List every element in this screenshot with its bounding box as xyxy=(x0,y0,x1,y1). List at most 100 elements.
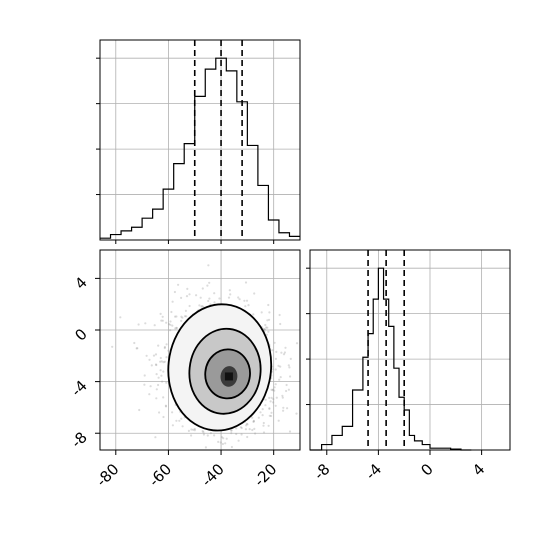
scatter-point xyxy=(252,419,255,422)
scatter-point xyxy=(289,375,292,378)
scatter-point xyxy=(268,311,271,314)
scatter-point xyxy=(159,356,162,360)
scatter-point xyxy=(244,428,247,431)
joint-x-tick-label: -60 xyxy=(145,460,175,490)
scatter-point xyxy=(237,296,240,299)
scatter-point xyxy=(287,364,290,367)
scatter-point xyxy=(244,305,247,308)
top-marginal-histogram-panel xyxy=(96,39,301,244)
scatter-point xyxy=(273,389,276,392)
scatter-point xyxy=(285,389,288,393)
joint-y-tick-label: -4 xyxy=(68,377,91,400)
scatter-point xyxy=(206,434,209,437)
scatter-point xyxy=(190,428,193,431)
scatter-point xyxy=(288,430,292,433)
scatter-point xyxy=(159,369,162,372)
scatter-point xyxy=(267,303,270,307)
scatter-point xyxy=(162,415,165,419)
scatter-point xyxy=(185,315,188,318)
scatter-point xyxy=(261,414,264,417)
scatter-point xyxy=(198,304,201,307)
scatter-point xyxy=(265,333,268,336)
scatter-point xyxy=(136,347,139,350)
scatter-point xyxy=(286,407,289,410)
scatter-point xyxy=(138,408,141,412)
scatter-point xyxy=(262,431,266,434)
scatter-point xyxy=(170,310,173,314)
scatter-point xyxy=(175,327,178,330)
scatter-point xyxy=(181,425,184,428)
scatter-point xyxy=(283,351,286,354)
scatter-point xyxy=(273,386,276,389)
scatter-point xyxy=(195,294,198,297)
scatter-point xyxy=(263,328,266,331)
contour-line-level-3 xyxy=(204,348,251,400)
scatter-point xyxy=(268,407,271,410)
scatter-point xyxy=(163,345,166,349)
scatter-point xyxy=(137,323,140,326)
scatter-point xyxy=(272,388,275,391)
scatter-point xyxy=(154,436,157,439)
scatter-point xyxy=(201,305,204,308)
scatter-point xyxy=(188,304,191,308)
scatter-point xyxy=(188,293,191,296)
scatter-point xyxy=(264,398,267,401)
scatter-point xyxy=(274,383,277,386)
scatter-point xyxy=(271,389,274,392)
scatter-point xyxy=(271,368,275,371)
scatter-point xyxy=(274,357,277,360)
scatter-point xyxy=(271,349,274,352)
scatter-point xyxy=(169,320,172,323)
scatter-point xyxy=(295,342,299,345)
scatter-point xyxy=(177,283,180,286)
scatter-point xyxy=(246,423,249,426)
density-peak-marker xyxy=(224,372,233,381)
scatter-point xyxy=(287,388,290,391)
scatter-point xyxy=(213,301,216,304)
scatter-point xyxy=(162,361,165,364)
scatter-point xyxy=(252,420,255,423)
scatter-point xyxy=(230,429,233,432)
scatter-point xyxy=(157,376,160,379)
scatter-point xyxy=(159,360,162,363)
scatter-point xyxy=(244,281,248,284)
contour-line-level-2 xyxy=(188,327,262,415)
scatter-point xyxy=(208,297,211,300)
scatter-point xyxy=(227,296,231,299)
scatter-point xyxy=(277,419,280,422)
scatter-point xyxy=(204,446,207,449)
right-x-tick-label: -4 xyxy=(362,460,385,483)
scatter-point xyxy=(149,385,152,388)
scatter-point xyxy=(165,381,168,384)
scatter-point xyxy=(220,436,223,439)
scatter-point xyxy=(148,358,151,361)
scatter-point xyxy=(180,319,183,322)
scatter-point xyxy=(275,396,278,399)
right-panel-frame xyxy=(309,249,511,451)
joint-x-tick-label: -40 xyxy=(198,460,228,490)
scatter-point xyxy=(202,433,205,436)
scatter-point xyxy=(171,411,174,414)
scatter-point xyxy=(264,323,267,327)
scatter-point xyxy=(199,296,202,299)
scatter-point xyxy=(208,281,211,284)
joint-x-tick-label: -20 xyxy=(250,460,280,490)
scatter-point xyxy=(282,353,286,356)
scatter-point xyxy=(245,299,249,302)
scatter-point xyxy=(273,341,276,344)
scatter-point xyxy=(267,424,270,427)
scatter-point xyxy=(155,397,158,400)
scatter-point xyxy=(207,299,210,303)
scatter-point xyxy=(266,326,269,329)
scatter-point xyxy=(279,376,282,379)
scatter-point xyxy=(201,430,204,433)
scatter-point xyxy=(246,435,249,439)
scatter-point xyxy=(257,416,260,419)
scatter-point xyxy=(135,347,138,350)
scatter-point xyxy=(261,408,264,411)
scatter-point xyxy=(243,299,246,302)
scatter-point xyxy=(265,326,268,329)
scatter-point xyxy=(167,349,170,352)
scatter-point xyxy=(251,428,254,432)
scatter-point xyxy=(285,383,288,387)
